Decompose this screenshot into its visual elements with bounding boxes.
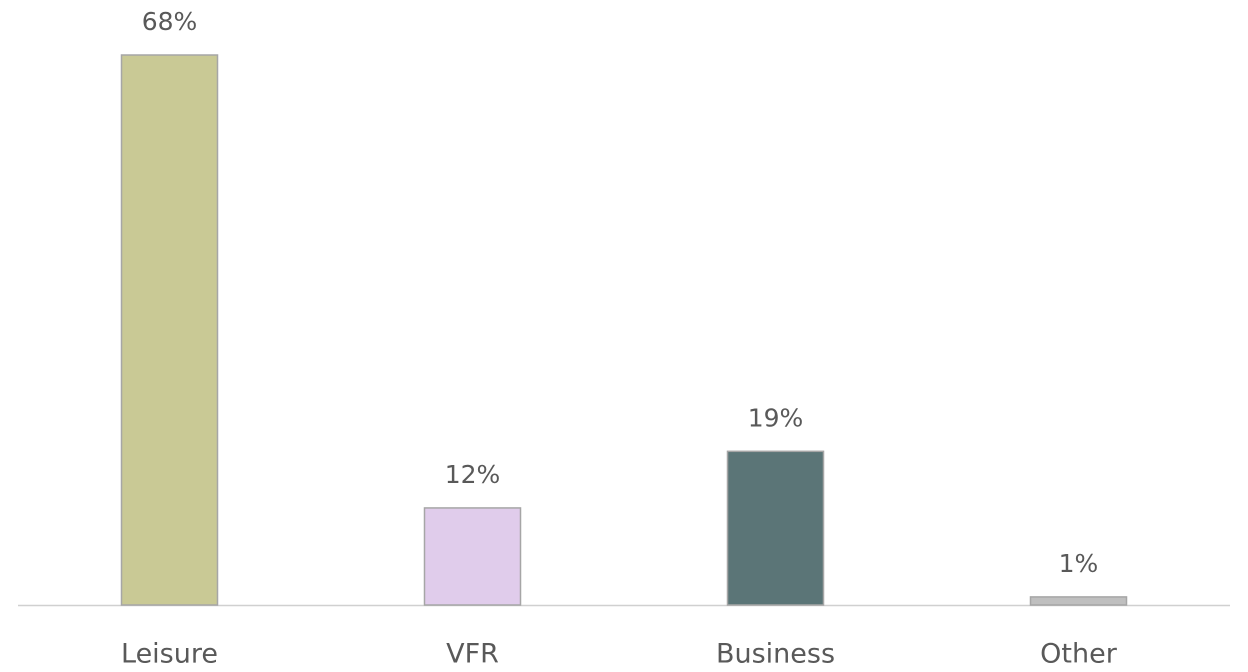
- x-tick-label: VFR: [446, 639, 499, 670]
- bar: [1029, 596, 1128, 606]
- value-label: 68%: [142, 7, 198, 36]
- value-label: 19%: [748, 403, 804, 432]
- value-label: 1%: [1059, 549, 1099, 578]
- x-tick-label: Leisure: [121, 639, 218, 670]
- x-tick-label: Other: [1040, 639, 1118, 670]
- bar: [726, 450, 825, 606]
- value-label: 12%: [445, 460, 501, 489]
- x-tick-label: Business: [716, 639, 835, 670]
- bar: [423, 507, 522, 606]
- bar: [120, 54, 219, 606]
